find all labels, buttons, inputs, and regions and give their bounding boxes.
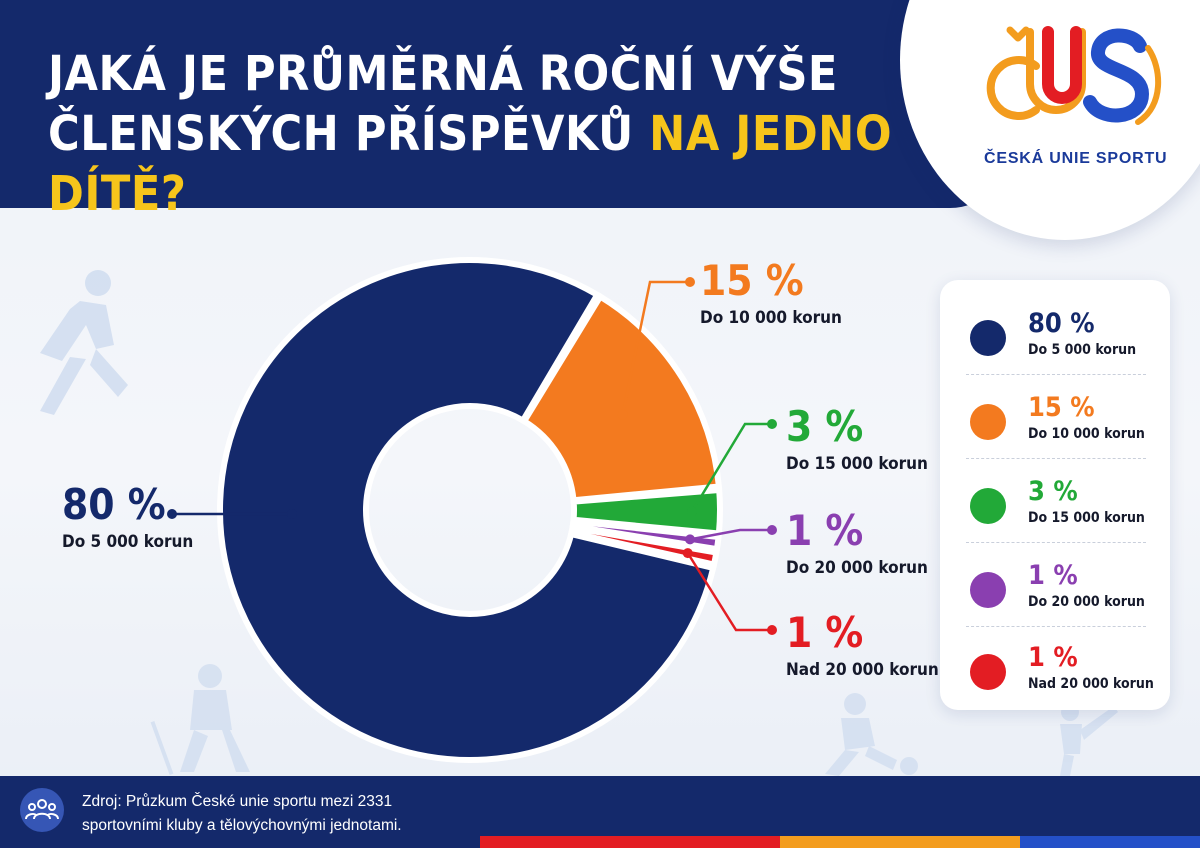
legend-swatch — [970, 320, 1006, 356]
legend-pct: 80 % — [1028, 308, 1095, 339]
source-line-1: Zdroj: Průzkum České unie sportu mezi 23… — [82, 793, 393, 810]
leader-dot — [686, 506, 697, 517]
legend-text: Do 15 000 korun — [1028, 510, 1145, 526]
logo-text: ČESKÁ UNIE SPORTU — [984, 150, 1168, 167]
leader-dot — [685, 534, 696, 545]
source-note: Zdroj: Průzkum České unie sportu mezi 23… — [82, 790, 402, 838]
leader-dot — [617, 409, 628, 420]
people-group-icon — [20, 788, 64, 832]
callout-text-1: Do 5 000 korun — [62, 532, 194, 552]
legend-swatch — [970, 488, 1006, 524]
callout-label-3: 3 % Do 15 000 korun — [786, 402, 928, 475]
callout-text-5: Nad 20 000 korun — [786, 660, 939, 680]
football-player-silhouette-icon — [825, 693, 918, 776]
leader-dot — [287, 509, 297, 519]
runner-silhouette-icon — [40, 270, 128, 415]
leader-line — [686, 552, 772, 632]
legend-item: 80 % Do 5 000 korun — [966, 308, 1146, 370]
callout-text-3: Do 15 000 korun — [786, 454, 928, 474]
callout-pct-5: 1 % — [786, 608, 864, 657]
legend-divider — [966, 458, 1146, 459]
legend-item: 3 % Do 15 000 korun — [966, 476, 1146, 538]
cus-logo-icon — [986, 26, 1162, 125]
donut-slice — [217, 257, 717, 763]
legend-swatch — [970, 404, 1006, 440]
floorball-player-silhouette-icon — [150, 664, 250, 775]
legend-item: 1 % Do 20 000 korun — [966, 560, 1146, 622]
legend-text: Do 20 000 korun — [1028, 594, 1145, 610]
donut-slice — [567, 524, 720, 569]
callout-pct-1: 80 % — [62, 480, 166, 529]
legend-text: Do 10 000 korun — [1028, 426, 1145, 442]
legend-text: Nad 20 000 korun — [1028, 676, 1154, 692]
source-line-2: sportovními kluby a tělovýchovnými jedno… — [82, 817, 402, 834]
leader-dot — [685, 277, 695, 287]
page-title: JAKÁ JE PRŮMĚRNÁ ROČNÍ VÝŠE ČLENSKÝCH PŘ… — [48, 44, 1010, 224]
leader-dot — [167, 509, 177, 519]
title-line-2-accent: NA JEDNO DÍTĚ? — [48, 106, 893, 222]
footer-color-stripe — [0, 836, 1200, 848]
legend-item: 15 % Do 10 000 korun — [966, 392, 1146, 454]
legend-text: Do 5 000 korun — [1028, 342, 1137, 358]
legend-divider — [966, 374, 1146, 375]
leader-dot — [767, 419, 777, 429]
callout-pct-4: 1 % — [786, 506, 864, 555]
callout-label-1: 80 % Do 5 000 korun — [62, 480, 194, 553]
leader-line — [689, 528, 772, 541]
callout-label-4: 1 % Do 20 000 korun — [786, 506, 928, 579]
leader-line — [621, 280, 690, 415]
callout-pct-2: 15 % — [700, 256, 804, 305]
leader-dot — [767, 625, 777, 635]
header-banner: JAKÁ JE PRŮMĚRNÁ ROČNÍ VÝŠE ČLENSKÝCH PŘ… — [0, 0, 1010, 222]
legend-swatch — [970, 654, 1006, 690]
legend-pct: 3 % — [1028, 476, 1078, 507]
leader-line — [690, 422, 772, 513]
title-line-2-prefix: ČLENSKÝCH PŘÍSPĚVKŮ — [48, 106, 634, 162]
callout-label-5: 1 % Nad 20 000 korun — [786, 608, 939, 681]
leader-dot — [767, 525, 777, 535]
legend-divider — [966, 542, 1146, 543]
legend-pct: 15 % — [1028, 392, 1095, 423]
legend-swatch — [970, 572, 1006, 608]
legend-pct: 1 % — [1028, 560, 1078, 591]
callout-text-2: Do 10 000 korun — [700, 308, 842, 328]
callout-label-2: 15 % Do 10 000 korun — [700, 256, 842, 329]
donut-slice — [520, 292, 723, 504]
chart-legend: 80 % Do 5 000 korun 15 % Do 10 000 korun… — [940, 280, 1170, 710]
title-line-1: JAKÁ JE PRŮMĚRNÁ ROČNÍ VÝŠE — [48, 46, 838, 102]
callout-text-4: Do 20 000 korun — [786, 558, 928, 578]
legend-pct: 1 % — [1028, 642, 1078, 673]
legend-item: 1 % Nad 20 000 korun — [966, 642, 1154, 704]
legend-divider — [966, 626, 1146, 627]
callout-pct-3: 3 % — [786, 402, 864, 451]
leader-dot — [682, 548, 693, 559]
